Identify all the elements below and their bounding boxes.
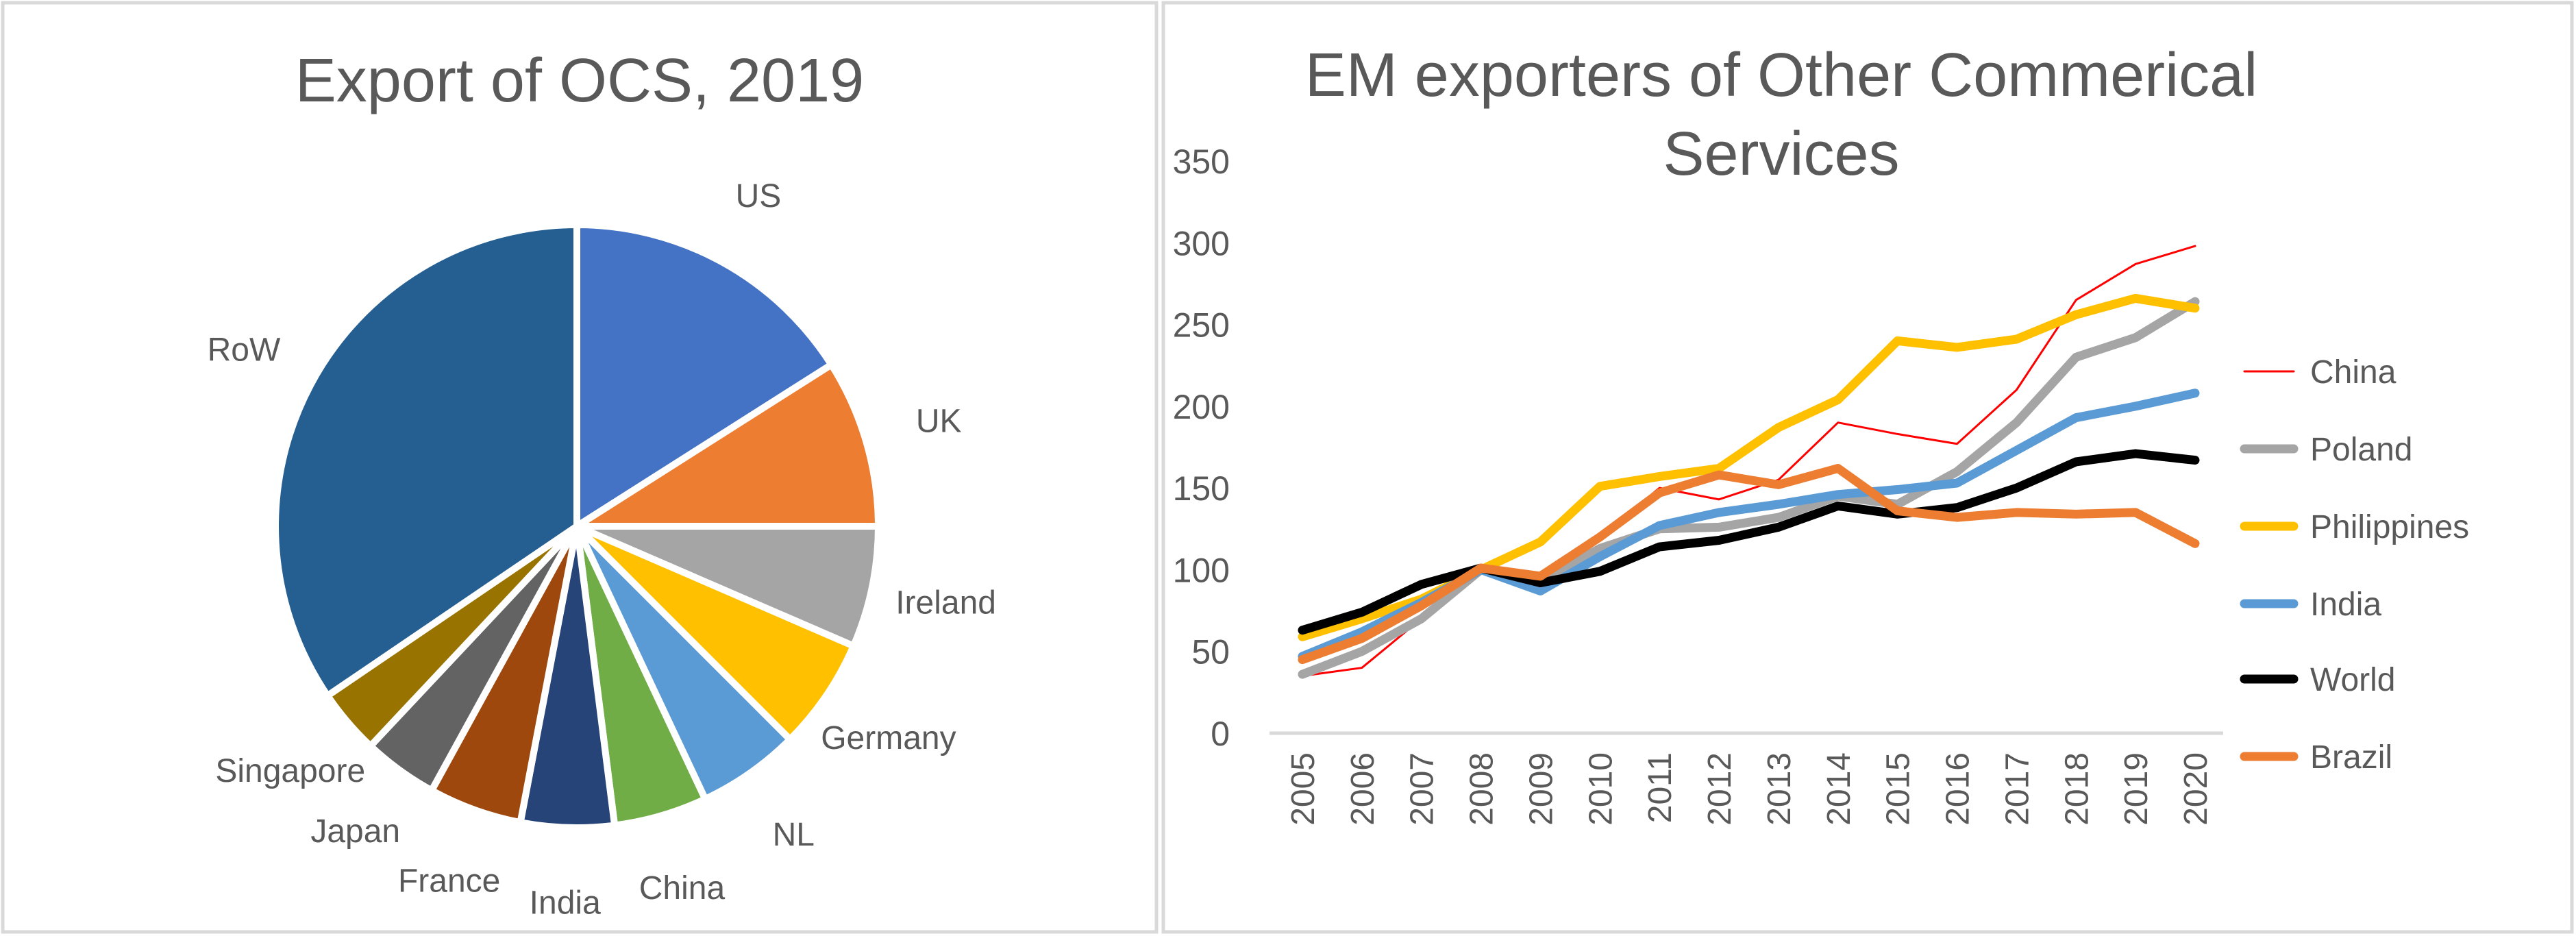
pie-label-france: France — [398, 863, 500, 899]
x-tick-label: 2007 — [1404, 752, 1441, 826]
pie-chart-title: Export of OCS, 2019 — [295, 47, 864, 115]
pie-chart: US UK Ireland Germany NL China India France Japa… — [208, 178, 996, 922]
x-tick-label: 2008 — [1464, 752, 1500, 826]
pie-label-nl: NL — [773, 817, 815, 853]
x-tick-label: 2005 — [1285, 752, 1322, 826]
legend-label-world: World — [2310, 662, 2395, 698]
legend-label-india: India — [2310, 587, 2381, 623]
x-tick-label: 2010 — [1583, 752, 1619, 826]
y-tick-label: 0 — [1211, 715, 1230, 753]
y-tick-label: 350 — [1173, 143, 1230, 181]
x-tick-label: 2020 — [2178, 752, 2214, 826]
x-tick-label: 2015 — [1881, 752, 1917, 826]
legend-label-philippines: Philippines — [2310, 509, 2469, 545]
x-tick-label: 2013 — [1761, 752, 1798, 826]
x-tick-label: 2009 — [1523, 752, 1559, 826]
y-tick-label: 200 — [1173, 388, 1230, 426]
x-tick-label: 2016 — [1940, 752, 1977, 826]
legend-label-poland: Poland — [2310, 432, 2412, 468]
legend-label-china: China — [2310, 354, 2397, 391]
pie-slice-row — [272, 221, 580, 700]
y-tick-label: 150 — [1173, 469, 1230, 508]
y-tick-label: 300 — [1173, 224, 1230, 262]
y-tick-label: 100 — [1173, 551, 1230, 589]
y-tick-label: 250 — [1173, 306, 1230, 345]
pie-label-us: US — [736, 178, 782, 214]
legend-label-brazil: Brazil — [2310, 739, 2392, 776]
pie-slice-uk — [573, 361, 882, 530]
pie-label-india: India — [530, 885, 601, 922]
y-tick-label: 50 — [1191, 633, 1230, 672]
line-chart-frame — [1161, 1, 2574, 934]
x-tick-label: 2006 — [1345, 752, 1381, 826]
pie-label-germany: Germany — [821, 720, 956, 756]
line-chart-title-line-1: EM exporters of Other Commerical — [1305, 41, 2257, 110]
pie-label-ireland: Ireland — [895, 585, 996, 621]
x-tick-label: 2018 — [2059, 752, 2095, 826]
x-tick-label: 2011 — [1642, 752, 1679, 823]
pie-slice-germany — [573, 523, 857, 743]
pie-label-singapore: Singapore — [215, 753, 365, 789]
x-tick-label: 2017 — [1999, 752, 2035, 826]
series-line-poland — [1298, 297, 2200, 679]
pie-label-row: RoW — [208, 332, 281, 369]
x-tick-label: 2012 — [1702, 752, 1738, 826]
series-line-brazil — [1298, 464, 2200, 665]
pie-slice-us — [573, 221, 835, 530]
pie-label-china: China — [639, 870, 726, 907]
x-tick-label: 2014 — [1821, 752, 1857, 826]
series-line-world — [1298, 449, 2200, 635]
line-chart: 0 50 100 150 200 250 300 350 2005 2006 2007 2008 200… — [1173, 143, 2470, 826]
line-chart-title-line-2: Services — [1663, 120, 1899, 188]
x-tick-label: 2019 — [2118, 752, 2155, 826]
pie-label-uk: UK — [916, 404, 962, 440]
pie-label-japan: Japan — [310, 813, 400, 850]
